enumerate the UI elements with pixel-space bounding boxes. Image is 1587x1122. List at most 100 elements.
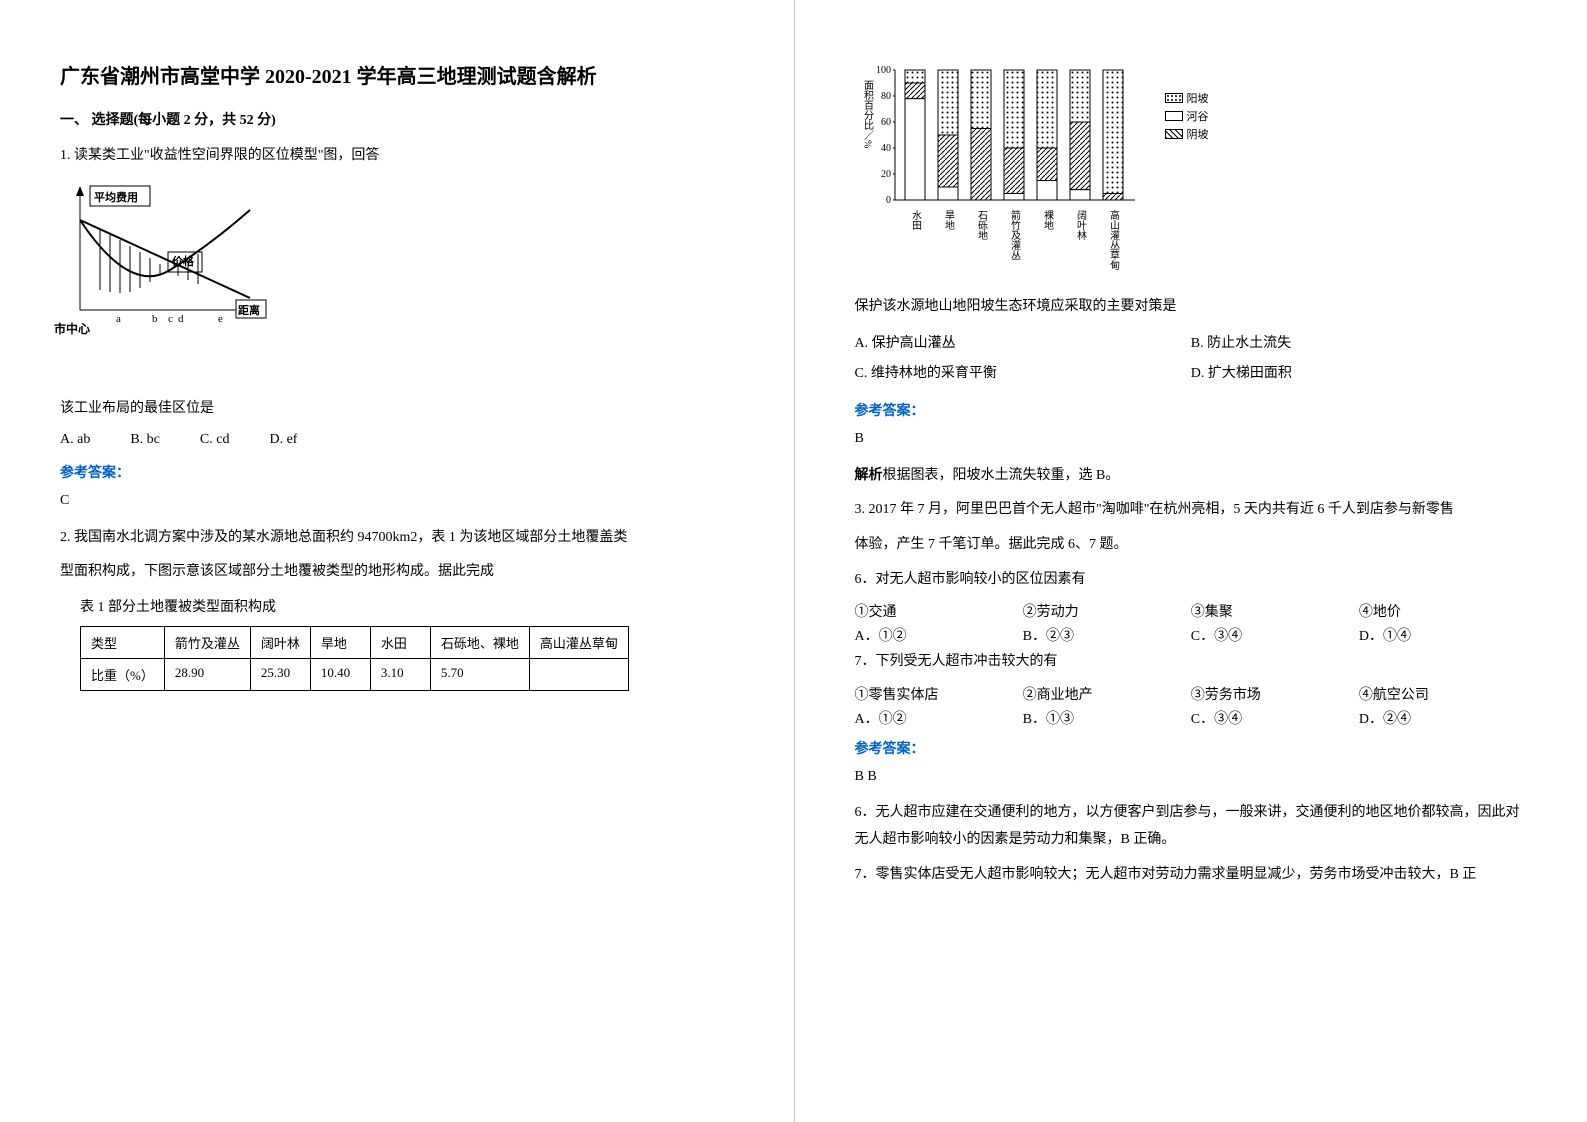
q2-explain-text: 根据图表，阳坡水土流失较重，选 B。 xyxy=(883,468,1120,483)
legend-label-2: 阴坡 xyxy=(1187,126,1209,142)
q7-opt-d: D．②④ xyxy=(1359,708,1527,728)
q2-th-2: 阔叶林 xyxy=(250,626,310,658)
q7-item-2: ②商业地产 xyxy=(1023,684,1191,704)
q7-options: A．①② B．①③ C．③④ D．②④ xyxy=(855,708,1528,728)
q6-options: A．①② B．②③ C．③④ D．①④ xyxy=(855,625,1528,645)
q6-items: ①交通 ②劳动力 ③集聚 ④地价 xyxy=(855,601,1528,621)
q1-opt-d: D. ef xyxy=(269,432,297,448)
svg-text:80: 80 xyxy=(881,91,891,102)
q2-stem-1: 2. 我国南水北调方案中涉及的某水源地总面积约 94700km2，表 1 为该地… xyxy=(60,525,734,552)
table-row: 比重（%） 28.90 25.30 10.40 3.10 5.70 xyxy=(81,658,629,690)
svg-text:箭竹及灌丛: 箭竹及灌丛 xyxy=(1008,209,1020,260)
q6-item-1: ①交通 xyxy=(855,601,1023,621)
svg-text:旱地: 旱地 xyxy=(942,210,954,230)
q2-td-1: 25.30 xyxy=(250,658,310,690)
svg-text:高山灌丛草甸: 高山灌丛草甸 xyxy=(1107,209,1119,271)
q2-th-4: 水田 xyxy=(370,626,430,658)
svg-text:40: 40 xyxy=(881,143,891,154)
q1-post: 该工业布局的最佳区位是 xyxy=(60,396,734,423)
q7-opt-b: B．①③ xyxy=(1023,708,1191,728)
q7-item-4: ④航空公司 xyxy=(1359,684,1527,704)
legend-swatch-blank xyxy=(1165,111,1183,121)
q6-opt-c: C．③④ xyxy=(1191,625,1359,645)
section-heading: 一、 选择题(每小题 2 分，共 52 分) xyxy=(60,109,734,129)
q3-stem-1: 3. 2017 年 7 月，阿里巴巴首个无人超市"淘咖啡"在杭州亮相，5 天内共… xyxy=(855,497,1528,524)
q2-th-3: 旱地 xyxy=(310,626,370,658)
q7-stem: 7．下列受无人超市冲击较大的有 xyxy=(855,649,1528,676)
q2-th-1: 箭竹及灌丛 xyxy=(164,626,250,658)
q2-th-0: 类型 xyxy=(81,626,165,658)
q6-item-3: ③集聚 xyxy=(1191,601,1359,621)
q6-stem: 6．对无人超市影响较小的区位因素有 xyxy=(855,567,1528,594)
fig1-label-dist: 距离 xyxy=(238,302,266,318)
fig1-label-price: 价格 xyxy=(172,253,202,269)
legend-item: 河谷 xyxy=(1165,108,1209,124)
svg-text:石砾地: 石砾地 xyxy=(975,210,987,240)
q2-td-2: 10.40 xyxy=(310,658,370,690)
q1-opt-b: B. bc xyxy=(130,432,160,448)
doc-title: 广东省潮州市高堂中学 2020-2021 学年高三地理测试题含解析 xyxy=(60,60,734,89)
q2-th-5: 石砾地、裸地 xyxy=(430,626,529,658)
legend-item: 阳坡 xyxy=(1165,90,1209,106)
q1-opt-c: C. cd xyxy=(200,432,230,448)
page-right: 0 20 40 60 80 100 xyxy=(794,0,1587,1122)
q6-opt-b: B．②③ xyxy=(1023,625,1191,645)
svg-text:c: c xyxy=(168,313,173,325)
q7-opt-c: C．③④ xyxy=(1191,708,1359,728)
q1-stem: 1. 读某类工业"收益性空间界限的区位模型"图，回答 xyxy=(60,143,734,170)
q2-td-4: 5.70 xyxy=(430,658,529,690)
svg-text:面积百分比／%: 面积百分比／% xyxy=(861,80,873,148)
q2-answer: B xyxy=(855,426,1528,453)
q2-opt-c: C. 维持林地的采育平衡 xyxy=(855,359,1191,390)
q1-answer: C xyxy=(60,488,734,515)
q2-table-caption: 表 1 部分土地覆被类型面积构成 xyxy=(80,596,734,616)
q6-item-2: ②劳动力 xyxy=(1023,601,1191,621)
svg-text:裸地: 裸地 xyxy=(1041,209,1053,230)
q2-answer-head: 参考答案： xyxy=(855,400,1528,420)
q3-explain6: 6．无人超市应建在交通便利的地方，以方便客户到店参与，一般来讲，交通便利的地区地… xyxy=(855,800,1528,853)
legend-item: 阴坡 xyxy=(1165,126,1209,142)
legend-swatch-dots xyxy=(1165,93,1183,103)
svg-text:0: 0 xyxy=(886,195,891,206)
svg-text:阔叶林: 阔叶林 xyxy=(1074,209,1086,241)
q2-td-5 xyxy=(529,658,628,690)
q7-item-1: ①零售实体店 xyxy=(855,684,1023,704)
svg-text:e: e xyxy=(218,313,223,325)
legend-label-0: 阳坡 xyxy=(1187,90,1209,106)
svg-text:水田: 水田 xyxy=(909,210,921,230)
q3-answer-head: 参考答案： xyxy=(855,738,1528,758)
q2-opt-b: B. 防止水土流失 xyxy=(1191,329,1527,360)
q2-legend: 阳坡 河谷 阴坡 xyxy=(1165,90,1209,144)
q7-items: ①零售实体店 ②商业地产 ③劳务市场 ④航空公司 xyxy=(855,684,1528,704)
q2-stem-2: 型面积构成，下图示意该区域部分土地覆被类型的地形构成。据此完成 xyxy=(60,559,734,586)
q2-figure-svg: 0 20 40 60 80 100 xyxy=(855,60,1155,280)
q2-explain: 解析根据图表，阳坡水土流失较重，选 B。 xyxy=(855,463,1528,490)
q2-post: 保护该水源地山地阳坡生态环境应采取的主要对策是 xyxy=(855,294,1528,321)
q1-options: A. ab B. bc C. cd D. ef xyxy=(60,432,734,448)
svg-text:b: b xyxy=(152,313,158,325)
q2-figure: 0 20 40 60 80 100 xyxy=(855,60,1528,280)
q7-item-3: ③劳务市场 xyxy=(1191,684,1359,704)
q3-explain7: 7．零售实体店受无人超市影响较大；无人超市对劳动力需求量明显减少，劳务市场受冲击… xyxy=(855,862,1528,889)
q6-opt-a: A．①② xyxy=(855,625,1023,645)
q2-row-label: 比重（%） xyxy=(81,658,165,690)
q6-item-4: ④地价 xyxy=(1359,601,1527,621)
svg-text:60: 60 xyxy=(881,117,891,128)
q2-opt-d: D. 扩大梯田面积 xyxy=(1191,359,1527,390)
legend-swatch-hatch xyxy=(1165,129,1183,139)
fig1-label-center: 市中心 xyxy=(54,320,114,337)
q3-answer: B B xyxy=(855,764,1528,791)
q2-td-0: 28.90 xyxy=(164,658,250,690)
q2-explain-label: 解析 xyxy=(855,468,883,483)
q6-opt-d: D．①④ xyxy=(1359,625,1527,645)
q1-opt-a: A. ab xyxy=(60,432,90,448)
q2-opt-a: A. 保护高山灌丛 xyxy=(855,329,1191,360)
svg-text:100: 100 xyxy=(876,65,891,76)
q2-table: 类型 箭竹及灌丛 阔叶林 旱地 水田 石砾地、裸地 高山灌丛草甸 比重（%） 2… xyxy=(80,626,629,691)
q1-figure: a b c d e 平均费用 价格 距离 市中心 xyxy=(60,180,734,410)
fig1-label-cost: 平均费用 xyxy=(94,189,146,205)
legend-label-1: 河谷 xyxy=(1187,108,1209,124)
q7-opt-a: A．①② xyxy=(855,708,1023,728)
q2-td-3: 3.10 xyxy=(370,658,430,690)
q2-options: A. 保护高山灌丛 B. 防止水土流失 C. 维持林地的采育平衡 D. 扩大梯田… xyxy=(855,329,1528,391)
